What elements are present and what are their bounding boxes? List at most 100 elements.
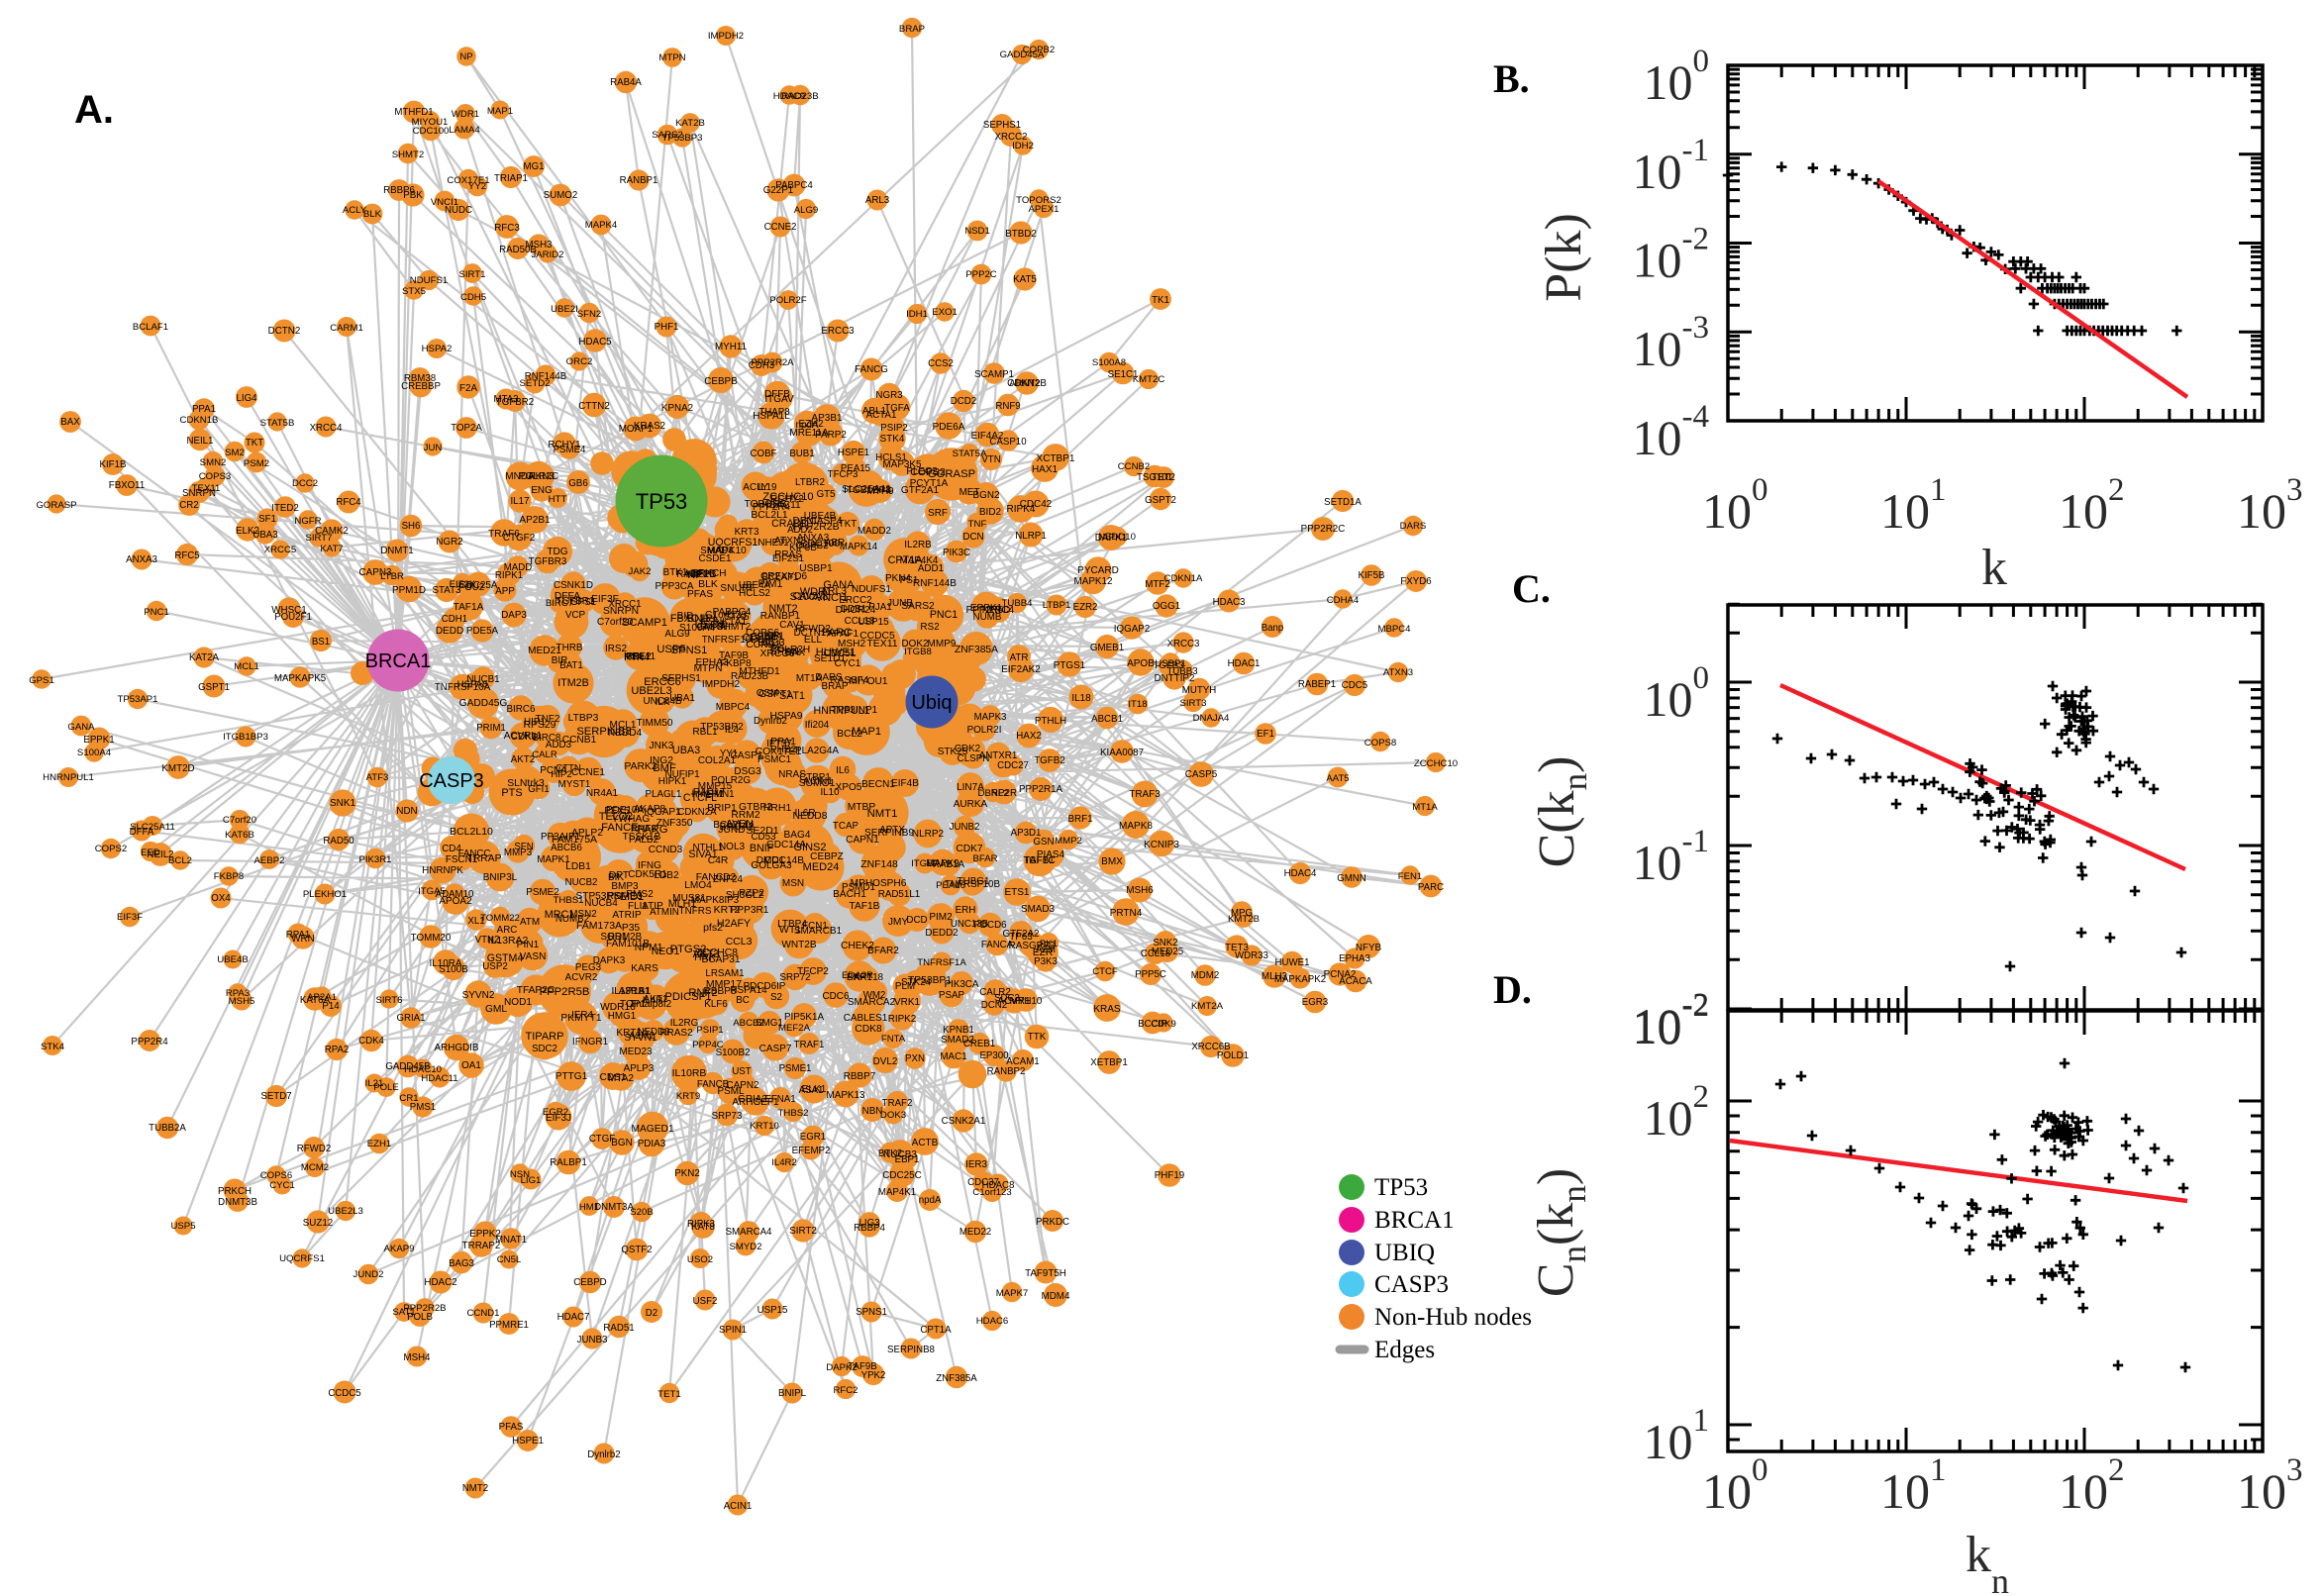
svg-text:ADD1: ADD1 [918,563,945,574]
svg-text:NUCB3: NUCB3 [883,1149,917,1160]
svg-text:PBK: PBK [403,190,423,201]
svg-text:SNURF: SNURF [720,583,755,594]
svg-text:GANA: GANA [823,579,855,591]
svg-text:NEDD8: NEDD8 [793,811,828,822]
svg-text:FANCB: FANCB [697,1079,729,1090]
svg-text:IL19: IL19 [758,482,777,493]
svg-text:hMLH1: hMLH1 [692,789,725,800]
svg-text:CCNB1: CCNB1 [562,735,597,746]
svg-text:CTTN2: CTTN2 [578,401,610,412]
svg-text:APLP2: APLP2 [571,828,603,839]
svg-text:PIP5K1A: PIP5K1A [784,1012,824,1023]
svg-text:LDB2: LDB2 [654,870,678,881]
svg-text:ABCB1: ABCB1 [1091,714,1123,725]
svg-text:S100A8: S100A8 [1092,357,1126,368]
svg-text:MAP4K1: MAP4K1 [878,1187,916,1198]
svg-text:BGN2: BGN2 [973,490,1000,501]
svg-text:MAP1: MAP1 [852,726,881,738]
svg-text:HCLS2: HCLS2 [739,588,770,599]
svg-text:RIPK3: RIPK3 [687,1219,715,1230]
svg-text:TUBB3: TUBB3 [1166,666,1197,677]
svg-text:FKBP8: FKBP8 [720,658,752,669]
svg-text:GSPT1: GSPT1 [198,682,230,693]
svg-text:GTF2A1: GTF2A1 [901,485,940,496]
svg-text:SMAD3: SMAD3 [1021,904,1056,915]
svg-text:CSNK1D: CSNK1D [554,580,593,591]
svg-text:CHEK2: CHEK2 [841,941,874,951]
svg-text:MED21: MED21 [528,646,561,656]
svg-text:EGR2: EGR2 [543,1107,568,1118]
svg-text:DCN: DCN [962,532,983,543]
svg-text:APLP3: APLP3 [624,1063,655,1074]
svg-text:XETBP1: XETBP1 [1090,1057,1128,1068]
svg-text:NDN: NDN [396,806,417,817]
svg-text:IL6R: IL6R [794,808,815,819]
svg-text:BTK2: BTK2 [878,1148,902,1159]
svg-text:HRH1: HRH1 [763,802,792,814]
svg-text:Edges: Edges [1374,1337,1435,1363]
svg-text:POLB: POLB [407,1312,433,1323]
svg-text:SDC2: SDC2 [532,1044,557,1054]
svg-text:VTN2: VTN2 [475,935,500,946]
svg-text:TGFB3: TGFB3 [1154,660,1184,671]
svg-text:MAPK1: MAPK1 [537,854,570,865]
svg-text:JARID2: JARID2 [531,249,563,260]
svg-text:IL2RG: IL2RG [670,1018,699,1029]
svg-text:PFAS: PFAS [687,589,713,600]
svg-text:CDK7: CDK7 [956,844,983,854]
svg-text:CDC25C: CDC25C [882,1170,922,1181]
svg-text:COPS6: COPS6 [746,628,779,639]
svg-text:MADD2: MADD2 [858,526,891,537]
svg-text:WDR33: WDR33 [1235,950,1268,961]
svg-text:PCNA: PCNA [540,765,567,776]
svg-text:XRCC2: XRCC2 [995,132,1028,143]
svg-text:THBS1: THBS1 [554,895,584,906]
svg-text:TOP1: TOP1 [620,999,647,1010]
svg-text:TOMM20: TOMM20 [411,933,452,944]
svg-text:PLM: PLM [895,981,915,992]
svg-text:JUND2: JUND2 [354,1269,384,1280]
svg-text:PSIP2: PSIP2 [880,423,907,434]
svg-text:NMT2: NMT2 [768,603,797,615]
svg-text:SMYD2: SMYD2 [729,1242,761,1252]
svg-text:ITGAV: ITGAV [764,394,794,405]
svg-text:TIPARP: TIPARP [526,1031,564,1043]
svg-text:JUNB2: JUNB2 [950,822,980,833]
svg-text:CASP4: CASP4 [810,516,843,527]
svg-text:NTHL1: NTHL1 [692,843,723,853]
svg-text:RFC2: RFC2 [833,1385,858,1396]
svg-text:BCAP31: BCAP31 [701,954,740,965]
svg-text:BNIP3L: BNIP3L [483,872,518,883]
svg-text:AKT3: AKT3 [693,948,720,960]
svg-text:ZNF385A: ZNF385A [936,1373,977,1384]
svg-text:NEIL1: NEIL1 [187,436,214,447]
svg-text:CDC100: CDC100 [413,126,450,137]
svg-text:GPS1: GPS1 [29,675,54,686]
svg-text:PDICSF1: PDICSF1 [664,991,711,1003]
svg-text:ATMIN: ATMIN [650,907,679,918]
svg-text:SRP72: SRP72 [779,972,810,983]
svg-text:MEF2A: MEF2A [778,1023,811,1034]
svg-text:STK25: STK25 [938,747,968,757]
svg-text:RBBP7: RBBP7 [844,1071,875,1082]
svg-text:AEBP2: AEBP2 [254,855,285,866]
svg-text:KARS: KARS [631,963,658,974]
svg-text:POU2: POU2 [458,582,484,593]
svg-text:BCL2L1: BCL2L1 [751,510,787,521]
svg-text:THRB: THRB [556,643,583,653]
svg-text:JUNB: JUNB [887,598,913,609]
svg-text:ARL3: ARL3 [821,585,847,597]
svg-text:EIF4A2: EIF4A2 [971,431,1004,442]
svg-text:LIG4: LIG4 [236,393,257,404]
svg-text:ANTXR1: ANTXR1 [979,750,1018,761]
svg-text:KAT2A: KAT2A [189,652,220,663]
svg-text:IL6: IL6 [836,765,850,776]
svg-text:KPNA2: KPNA2 [661,403,693,414]
svg-text:FKBP8: FKBP8 [214,871,244,882]
svg-text:10-3: 10-3 [1633,310,1710,376]
svg-text:BRF1: BRF1 [1067,814,1092,825]
svg-text:RBBP6: RBBP6 [383,185,415,196]
svg-text:ATIP: ATIP [642,901,663,912]
svg-text:CPT1A: CPT1A [888,554,924,566]
svg-text:CDH1: CDH1 [442,614,467,625]
